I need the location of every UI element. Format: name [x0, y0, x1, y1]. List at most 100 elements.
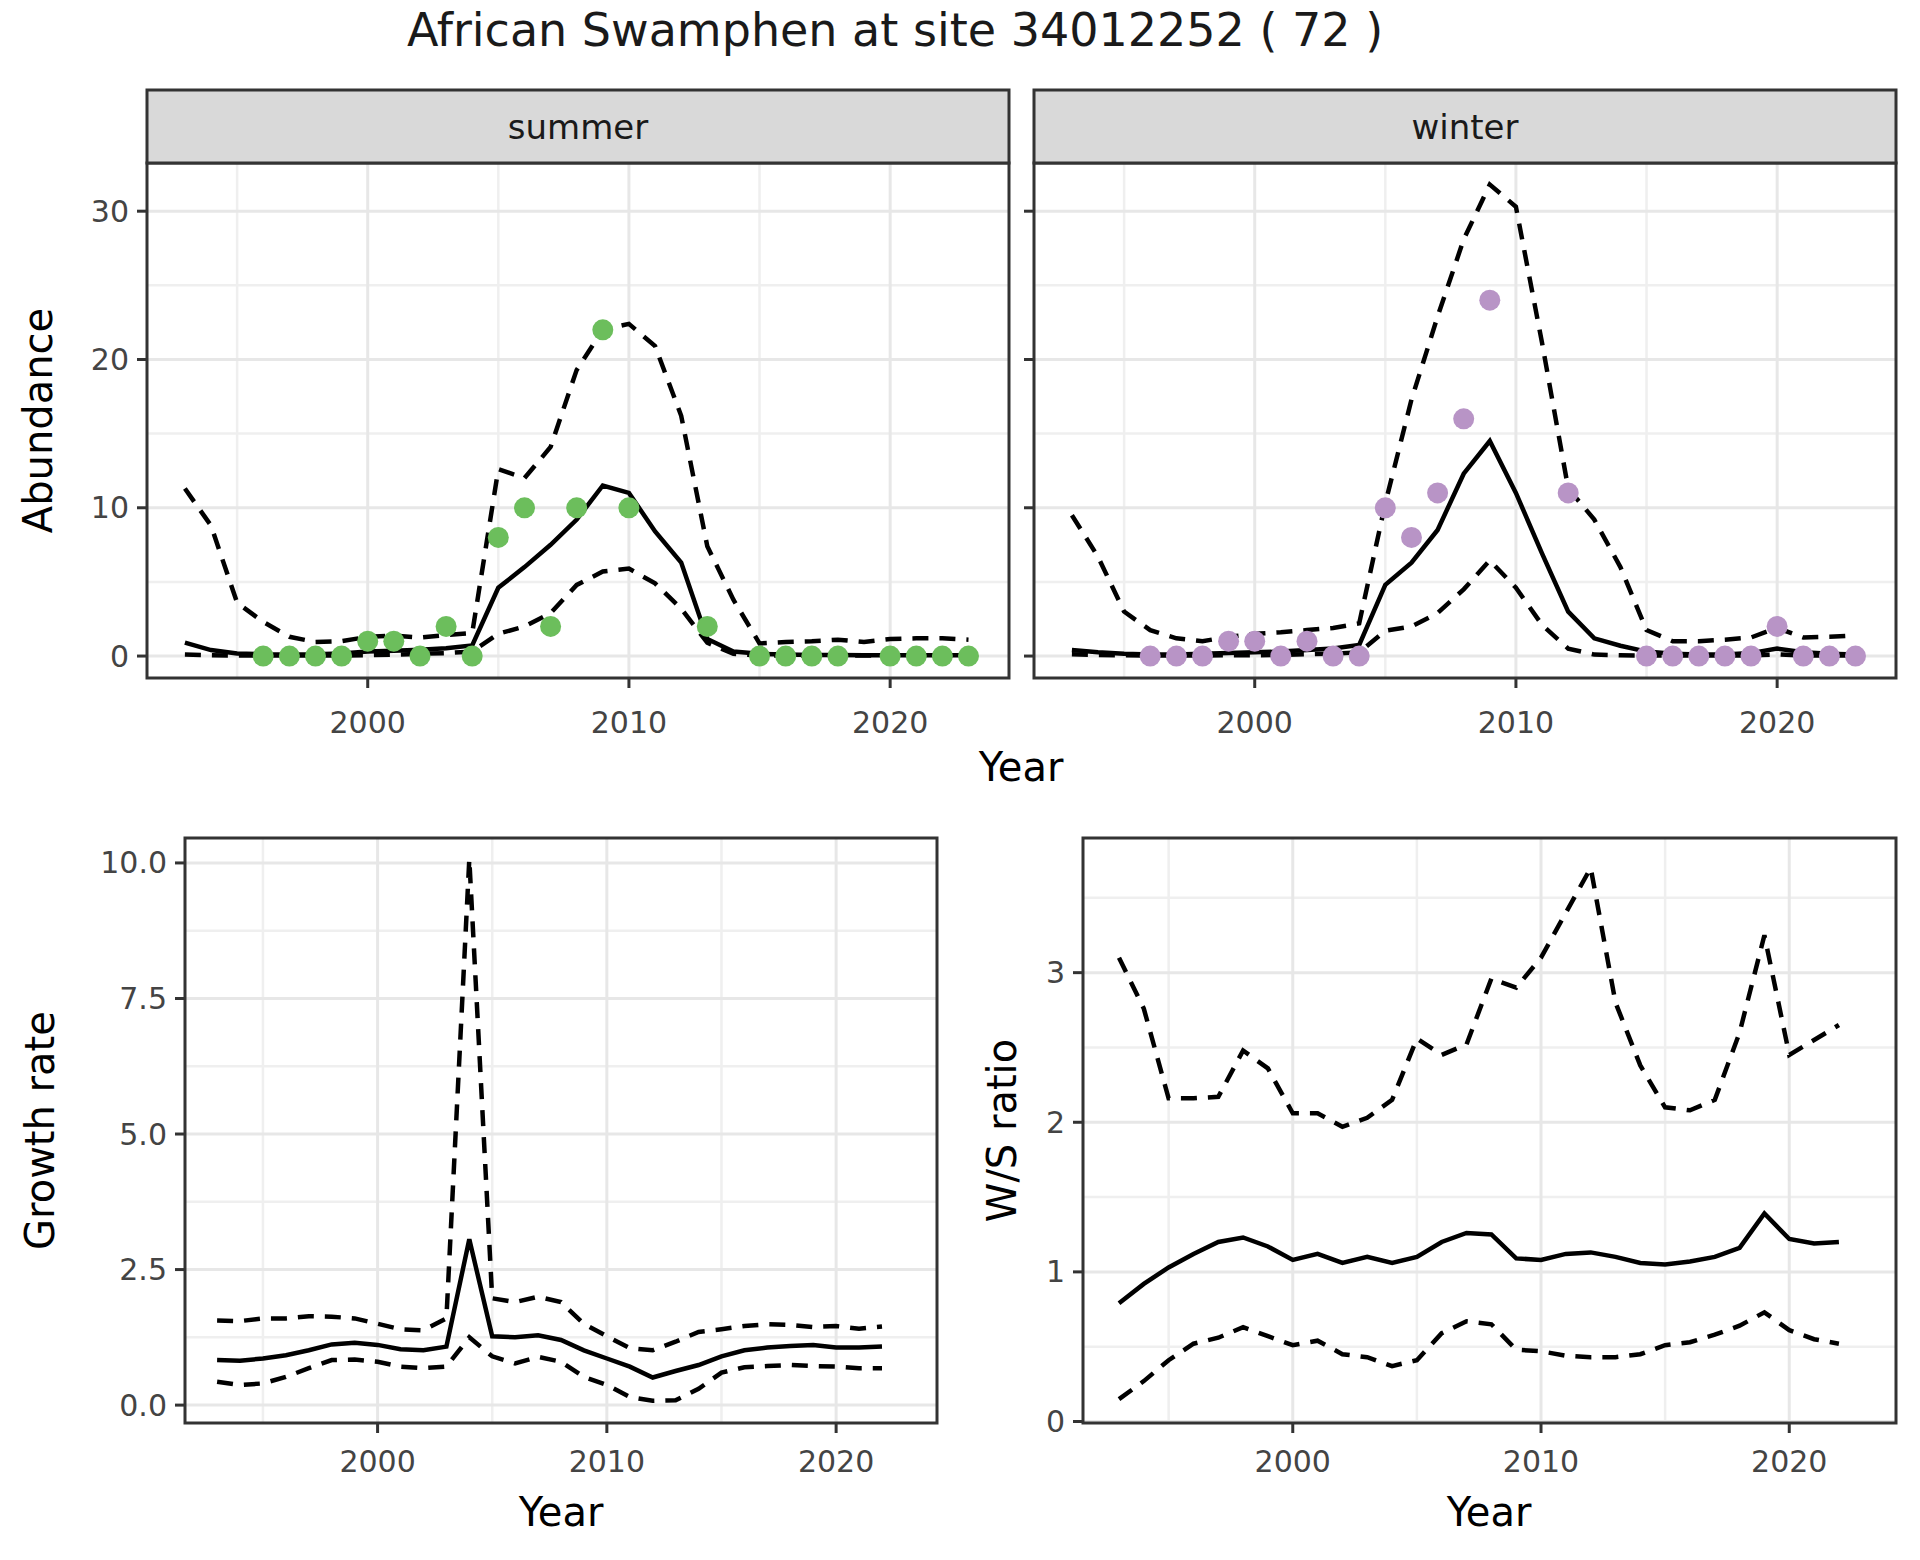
data-point	[749, 646, 770, 667]
data-point	[1401, 527, 1422, 548]
y-tick-label: 0	[110, 639, 129, 674]
data-point	[462, 646, 483, 667]
y-tick-label: 30	[91, 194, 129, 229]
data-point	[514, 497, 535, 518]
panel-border	[1083, 838, 1896, 1423]
series-lines	[217, 859, 882, 1401]
data-point	[1558, 482, 1579, 503]
facet-strip-label-summer: summer	[508, 107, 648, 147]
x-tick-label: 2020	[798, 1444, 874, 1479]
x-tick-label: 2000	[1255, 1444, 1331, 1479]
data-point	[1427, 482, 1448, 503]
data-point	[279, 646, 300, 667]
data-point	[540, 616, 561, 637]
ws_ratio-ci_upper-line	[1119, 868, 1839, 1127]
data-point	[775, 646, 796, 667]
y-axis-title-abundance: Abundance	[15, 308, 61, 533]
data-point	[1323, 646, 1344, 667]
panel-ws_ratio: 200020102020 0 1 2 3	[1046, 838, 1896, 1479]
x-tick-label: 2000	[330, 705, 406, 740]
y-axis: 0 1 2 3	[1046, 955, 1083, 1439]
data-point	[1767, 616, 1788, 637]
y-tick-label: 1	[1046, 1254, 1065, 1289]
data-point	[1793, 646, 1814, 667]
y-tick-label: 2	[1046, 1105, 1065, 1140]
panel-border	[185, 838, 937, 1423]
abundance_summer-ci_upper-line	[185, 324, 969, 644]
x-axis: 2000 2010 2020	[1217, 678, 1816, 740]
data-point	[697, 616, 718, 637]
y-tick-label: 7.5	[119, 981, 167, 1016]
x-tick-label: 2020	[852, 705, 928, 740]
data-point	[801, 646, 822, 667]
y-tick-label: 0	[1046, 1404, 1065, 1439]
data-point	[1688, 646, 1709, 667]
data-point	[1192, 646, 1213, 667]
data-point	[1714, 646, 1735, 667]
abundance_winter-points	[1140, 290, 1866, 667]
ws_ratio-ci_lower-line	[1119, 1312, 1839, 1399]
y-tick-label: 2.5	[119, 1252, 167, 1287]
y-tick-label: 0.0	[119, 1388, 167, 1423]
data-point	[1636, 646, 1657, 667]
chart-canvas: African Swamphen at site 34012252 ( 72 )…	[0, 0, 1920, 1560]
y-tick-label: 20	[91, 342, 129, 377]
gridlines	[1083, 838, 1896, 1423]
data-point	[618, 497, 639, 518]
data-point	[880, 646, 901, 667]
data-point	[827, 646, 848, 667]
data-point	[1270, 646, 1291, 667]
panel-abundance_winter: 2000 2010 2020	[1024, 90, 1896, 740]
x-tick-label: 2000	[1217, 705, 1293, 740]
x-tick-label: 2010	[591, 705, 667, 740]
x-tick-label: 2020	[1739, 705, 1815, 740]
data-point	[1244, 631, 1265, 652]
data-point	[1453, 408, 1474, 429]
abundance_winter-fit-line	[1072, 441, 1856, 655]
x-tick-label: 2020	[1751, 1444, 1827, 1479]
data-point	[410, 646, 431, 667]
y-tick-label: 10	[91, 490, 129, 525]
x-axis: 200020102020	[339, 1423, 874, 1479]
gridlines	[147, 163, 1009, 678]
data-point	[958, 646, 979, 667]
y-axis: 0 10 20 30	[91, 194, 147, 674]
data-point	[488, 527, 509, 548]
data-point	[331, 646, 352, 667]
y-tick-label: 3	[1046, 955, 1065, 990]
y-axis-title-ws-ratio: W/S ratio	[979, 1039, 1025, 1222]
data-point	[1741, 646, 1762, 667]
series-lines	[185, 324, 969, 656]
gridlines	[185, 838, 937, 1423]
data-point	[357, 631, 378, 652]
data-point	[906, 646, 927, 667]
y-tick-label: 10.0	[100, 845, 167, 880]
figure-root: African Swamphen at site 34012252 ( 72 )…	[0, 0, 1920, 1560]
x-axis-title-top: Year	[978, 744, 1064, 790]
data-point	[1845, 646, 1866, 667]
x-axis-title-growth: Year	[518, 1489, 604, 1535]
data-point	[1140, 646, 1161, 667]
data-point	[436, 616, 457, 637]
data-point	[1349, 646, 1370, 667]
facet-strip-label-winter: winter	[1411, 107, 1518, 147]
x-axis: 200020102020	[1255, 1423, 1828, 1479]
data-point	[305, 646, 326, 667]
data-point	[383, 631, 404, 652]
x-axis-title-ws: Year	[1446, 1489, 1532, 1535]
data-point	[932, 646, 953, 667]
panel-border	[147, 163, 1009, 678]
data-point	[1375, 497, 1396, 518]
y-axis: 0.0 2.5 5.0 7.5 10.0	[100, 845, 185, 1422]
x-tick-label: 2010	[1478, 705, 1554, 740]
data-point	[1166, 646, 1187, 667]
abundance_winter-ci_lower-line	[1072, 560, 1856, 655]
x-axis: 2000 2010 2020	[330, 678, 929, 740]
y-tick-label: 5.0	[119, 1117, 167, 1152]
abundance_summer-points	[253, 319, 979, 666]
growth_rate-ci_upper-line	[217, 859, 882, 1350]
data-point	[1819, 646, 1840, 667]
panel-abundance_summer: 2000 2010 2020 0 10 20 30	[91, 90, 1009, 740]
x-tick-label: 2000	[339, 1444, 415, 1479]
y-axis-title-growth-rate: Growth rate	[17, 1011, 63, 1250]
